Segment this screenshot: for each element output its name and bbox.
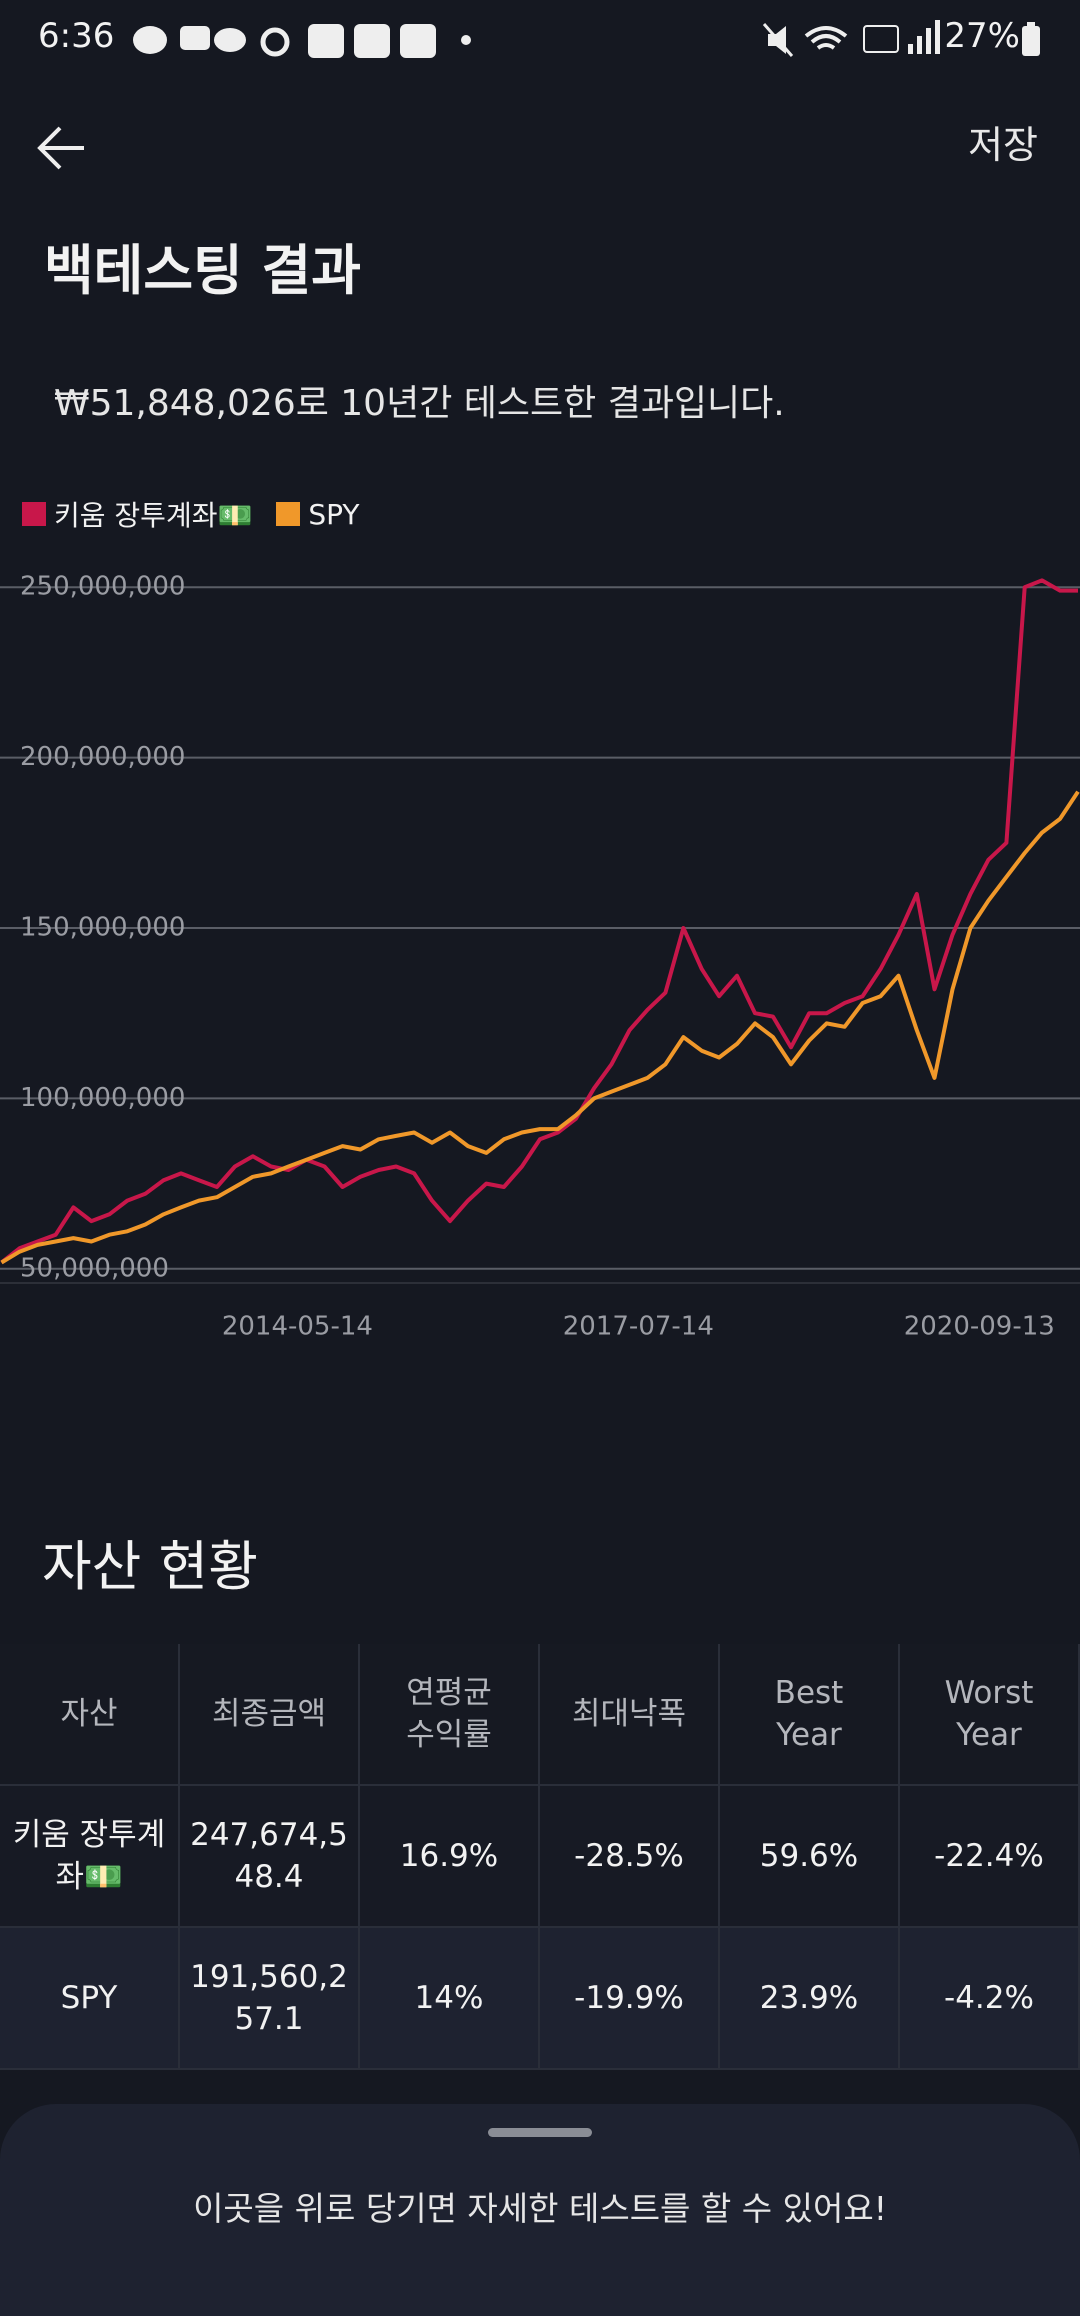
legend-swatch <box>276 502 301 526</box>
table-cell: 16.9% <box>360 1786 540 1928</box>
legend-label: 키움 장투계좌💵 <box>54 499 253 532</box>
back-button[interactable] <box>34 122 90 174</box>
y-tick-label: 250,000,000 <box>20 572 185 602</box>
table-row: 키움 장투계좌💵 247,674,548.4 16.9% -28.5% 59.6% -22… <box>0 1786 1080 1928</box>
table-cell: -19.9% <box>540 1928 720 2070</box>
table-cell: 14% <box>360 1928 540 2070</box>
status-time: 6:36 <box>38 16 115 56</box>
table-row: SPY 191,560,257.1 14% -19.9% 23.9% -4.2% <box>0 1928 1080 2070</box>
save-button[interactable]: 저장 <box>968 123 1038 167</box>
table-cell: 191,560,257.1 <box>180 1928 360 2070</box>
header-cell: 최대낙폭 <box>540 1644 720 1786</box>
legend-swatch <box>22 502 46 526</box>
header-cell: Worst Year <box>900 1644 1080 1786</box>
legend-item: SPY <box>276 498 359 531</box>
table-cell: 키움 장투계좌💵 <box>0 1786 180 1928</box>
subtitle: ₩51,848,026로 10년간 테스트한 결과입니다. <box>54 383 785 424</box>
header-cell: 연평균 수익률 <box>360 1644 540 1786</box>
y-tick-label: 200,000,000 <box>20 742 185 772</box>
bottom-sheet[interactable] <box>0 2104 1080 2316</box>
chart: 50,000,000 100,000,000 150,000,000 200,000,… <box>0 572 1080 1342</box>
y-tick-label: 50,000,000 <box>20 1253 169 1283</box>
series-line <box>0 790 1080 1265</box>
table-cell: 247,674,548.4 <box>180 1786 360 1928</box>
header-cell: 최종금액 <box>180 1644 360 1786</box>
x-tick-label: 2017-07-14 <box>563 1312 714 1342</box>
header-cell: 자산 <box>0 1644 180 1786</box>
table-cell: 59.6% <box>720 1786 900 1928</box>
table-cell: 23.9% <box>720 1928 900 2070</box>
page-title: 백테스팅 결과 <box>44 239 361 302</box>
battery-level: 27% <box>944 16 1020 56</box>
notification-icons <box>133 24 471 58</box>
y-tick-label: 150,000,000 <box>20 913 185 943</box>
header-cell: Best Year <box>720 1644 900 1786</box>
sheet-handle[interactable] <box>488 2128 592 2137</box>
legend-item: 키움 장투계좌💵 <box>22 494 252 534</box>
asset-table: 자산 최종금액 연평균 수익률 최대낙폭 Best Year Worst Year 키움 장… <box>0 1644 1080 2070</box>
table-cell: -4.2% <box>900 1928 1080 2070</box>
table-header: 자산 최종금액 연평균 수익률 최대낙폭 Best Year Worst Year <box>0 1644 1080 1786</box>
table-cell: -22.4% <box>900 1786 1080 1928</box>
sheet-hint: 이곳을 위로 당기면 자세한 테스트를 할 수 있어요! <box>193 2189 887 2228</box>
legend-label: SPY <box>308 497 360 531</box>
table-cell: SPY <box>0 1928 180 2070</box>
x-tick-label: 2014-05-14 <box>222 1312 373 1342</box>
legend: 키움 장투계좌💵 SPY <box>22 494 359 534</box>
section-title: 자산 현황 <box>42 1535 258 1598</box>
x-tick-label: 2020-09-13 <box>904 1312 1055 1342</box>
series-line <box>0 578 1078 1265</box>
table-cell: -28.5% <box>540 1786 720 1928</box>
system-icons <box>762 20 940 57</box>
battery-icon <box>1022 22 1040 56</box>
y-tick-label: 100,000,000 <box>20 1083 185 1113</box>
